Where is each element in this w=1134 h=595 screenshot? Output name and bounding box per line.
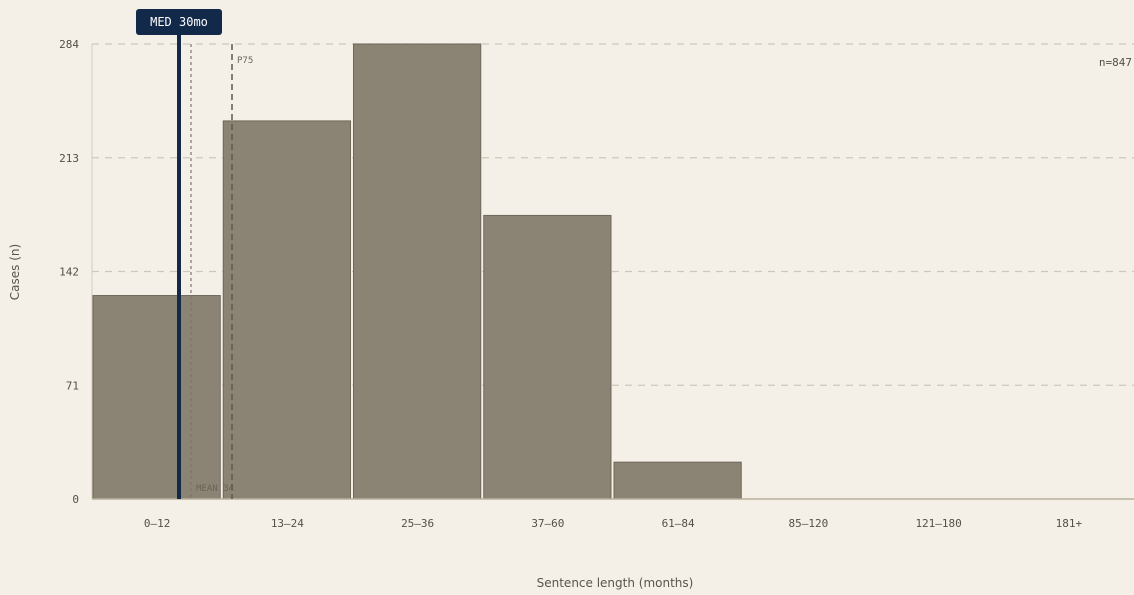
- median-badge: [136, 9, 222, 35]
- x-tick-label: 0–12: [144, 517, 171, 530]
- y-tick-label: 284: [59, 38, 79, 51]
- histogram-bar: [92, 295, 221, 500]
- y-tick-label: 213: [59, 152, 79, 165]
- x-tick-label: 121–180: [915, 517, 961, 530]
- x-axis-title: Sentence length (months): [537, 576, 694, 590]
- histogram-bar: [222, 120, 351, 500]
- y-tick-label: 142: [59, 266, 79, 279]
- y-tick-label: 71: [66, 379, 79, 392]
- x-tick-label: 13–24: [271, 517, 304, 530]
- x-tick-label: 37–60: [531, 517, 564, 530]
- histogram-bar: [613, 461, 742, 500]
- histogram-bar: [353, 43, 482, 500]
- p75-marker-label: P75: [237, 56, 253, 66]
- x-tick-label: 61–84: [662, 517, 695, 530]
- mean-marker-label: MEAN 34: [196, 484, 234, 494]
- x-tick-labels: 0–12 13–24 25–36 37–60 61–84 85–120 121–180 181…: [144, 517, 1083, 530]
- histogram-bar: [483, 214, 612, 500]
- sample-count-label: n=847: [1099, 56, 1132, 69]
- bars: [92, 43, 742, 500]
- x-tick-label: 181+: [1056, 517, 1083, 530]
- y-axis-title: Cases (n): [8, 244, 22, 300]
- x-tick-label: 25–36: [401, 517, 434, 530]
- y-tick-label: 0: [72, 493, 79, 506]
- y-tick-labels: 0 71 142 213 284: [59, 38, 79, 506]
- x-tick-label: 85–120: [789, 517, 829, 530]
- median-badge-label: MED 30mo: [150, 15, 208, 29]
